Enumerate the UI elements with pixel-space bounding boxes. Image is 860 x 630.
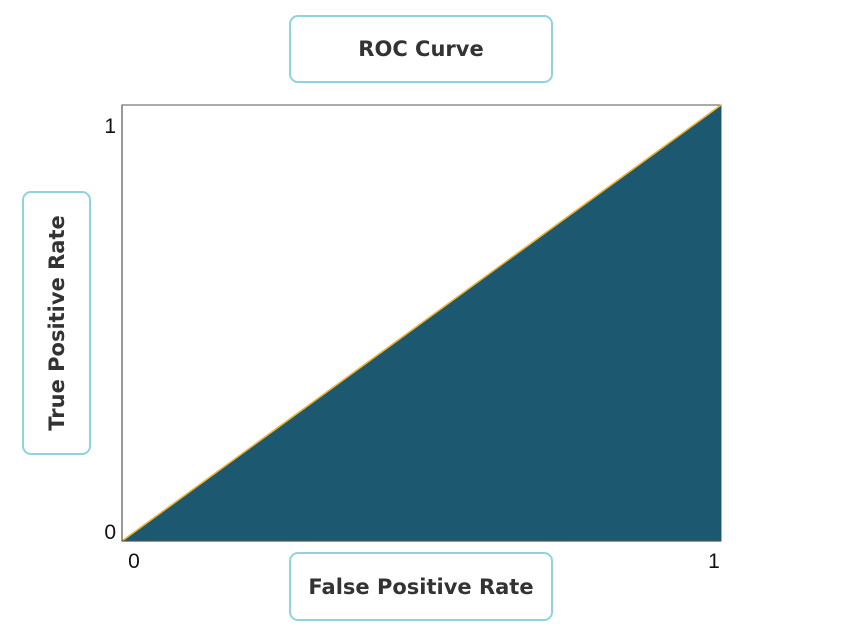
x-tick-label: 1	[708, 550, 720, 573]
roc-curve-line-0	[121, 104, 722, 542]
x-axis-label: False Positive Rate	[308, 574, 534, 599]
x-tick-label: 0	[128, 550, 140, 573]
chart-title-box: ROC Curve	[289, 15, 553, 83]
y-axis-label-box: True Positive Rate	[22, 191, 91, 455]
y-tick-label: 0	[104, 521, 116, 544]
x-axis-label-box: False Positive Rate	[289, 552, 553, 621]
plot-area	[121, 104, 722, 542]
y-tick-label: 1	[104, 115, 116, 138]
chart-title: ROC Curve	[358, 37, 484, 61]
axis-ticks: 0 1 0 1	[104, 115, 720, 573]
